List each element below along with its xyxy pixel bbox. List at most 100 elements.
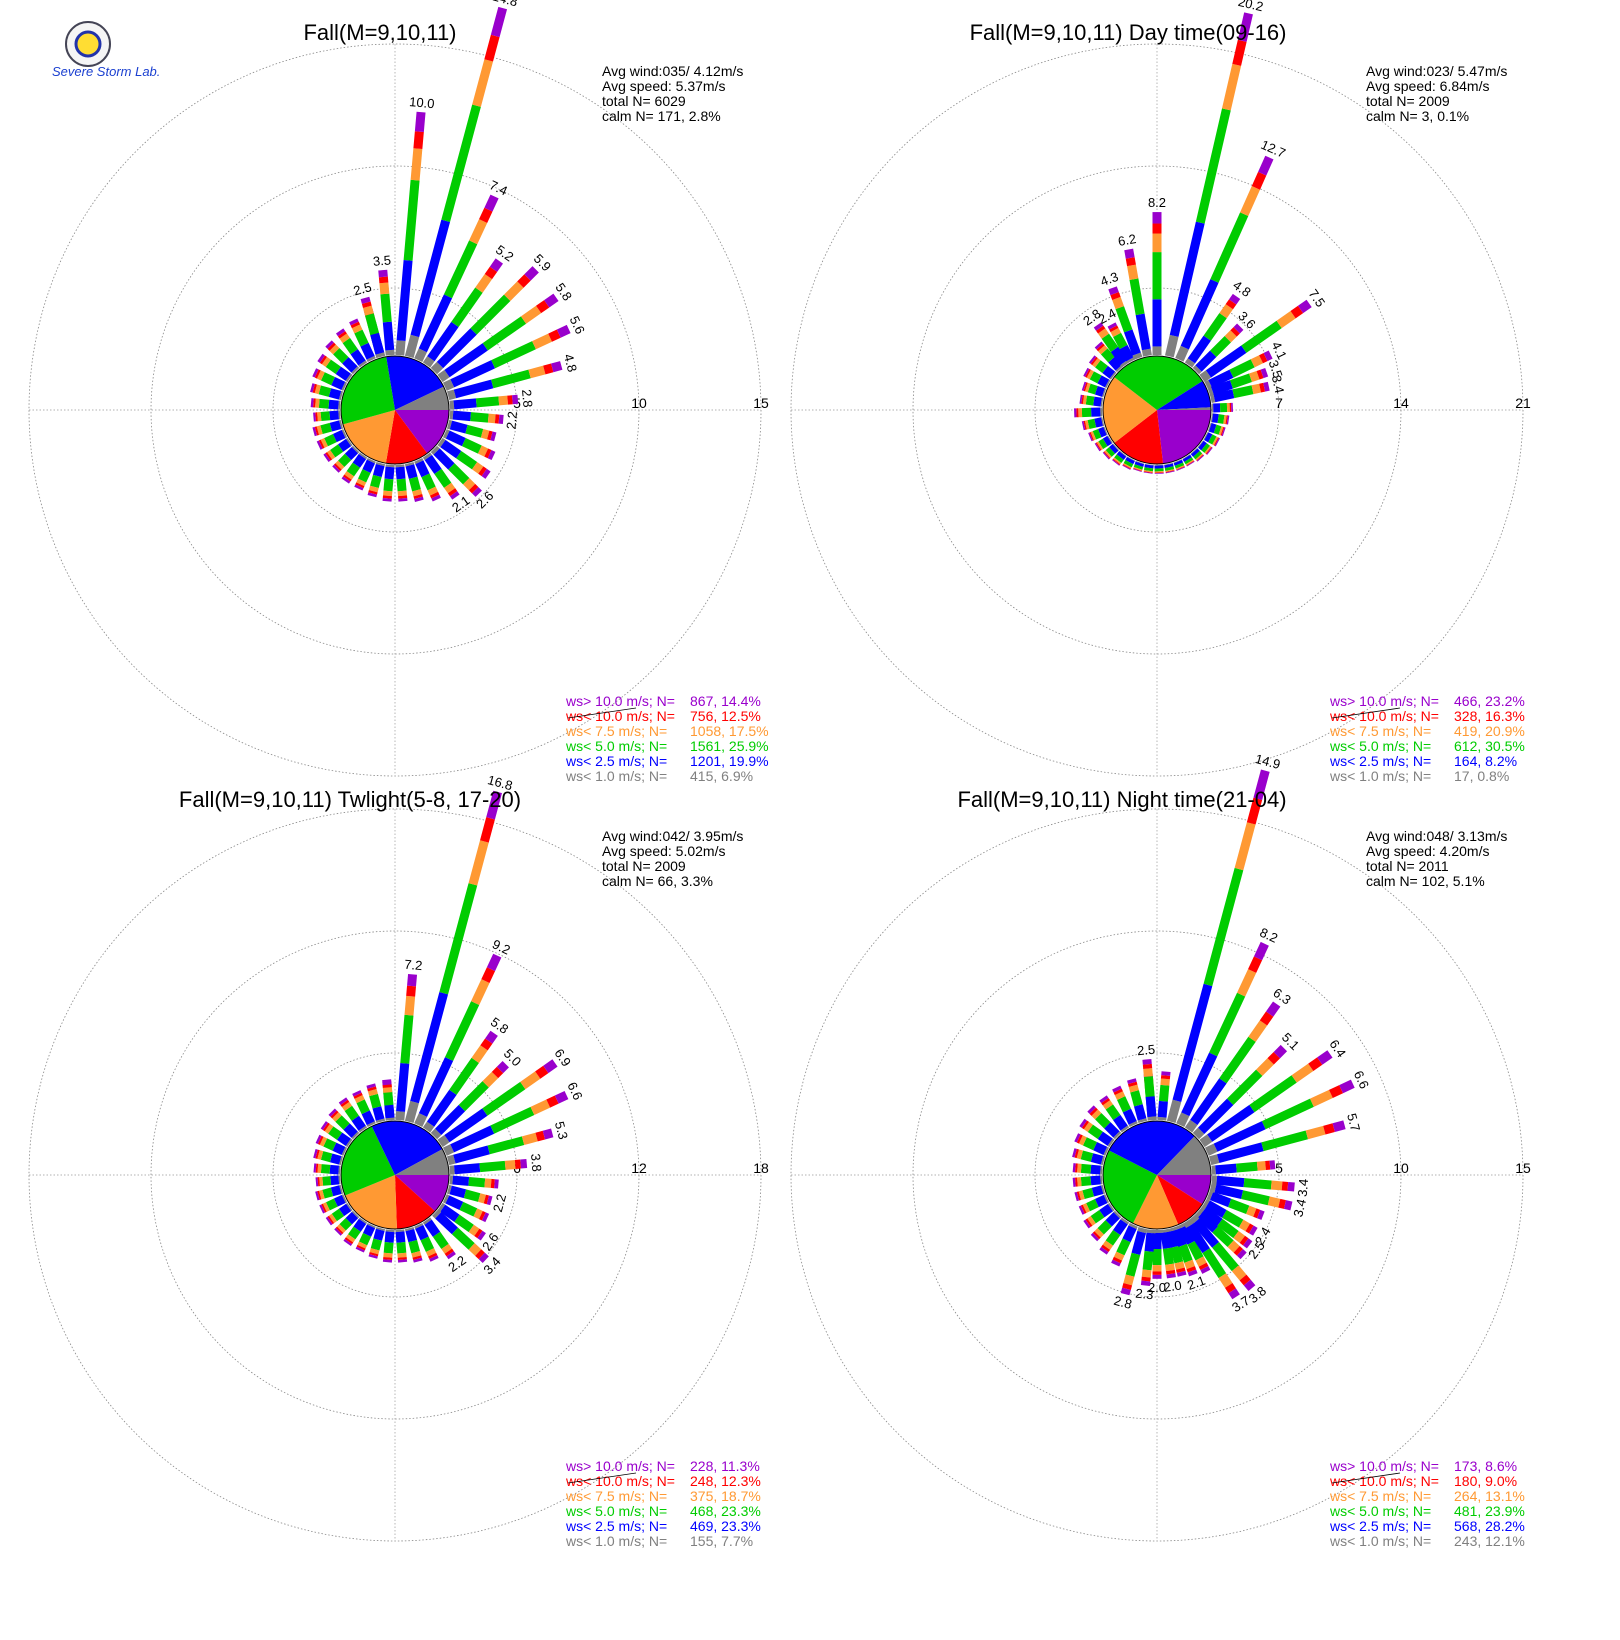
bar-segment [1244,1178,1272,1189]
direction-bar [313,1163,340,1174]
direction-bar [383,1229,395,1262]
bar-total-label: 5.3 [552,1120,571,1141]
legend-value: 867, 14.4% [690,693,761,709]
direction-bar-labeled [1153,212,1162,355]
bar-segment [490,1107,534,1134]
bar-segment [1143,1064,1152,1069]
bar-segment [484,1178,491,1188]
bar-segment [528,366,545,379]
bar-segment [1134,1104,1146,1120]
legend-value: 17, 0.8% [1454,768,1509,784]
bar-segment [395,1231,405,1242]
direction-bar-labeled [405,791,502,1123]
bar-segment [396,467,406,480]
legend-label: ws< 2.5 m/s; N= [565,753,667,769]
stats-block: Avg wind:035/ 4.12m/sAvg speed: 5.37m/st… [602,63,743,124]
direction-bar [1133,461,1144,472]
bar-segment [407,974,417,986]
bar-segment [1100,407,1102,416]
bar-segment [1081,1164,1091,1174]
direction-bar [1144,464,1154,474]
bar-segment [1211,1165,1216,1174]
bar-segment [462,438,482,454]
bar-segment [396,1242,406,1253]
bar-segment [1236,1162,1258,1173]
direction-bar [316,1175,341,1186]
legend-value: 568, 28.2% [1454,1518,1525,1534]
bar-segment [319,399,329,409]
bar-segment [1209,993,1245,1057]
bar-segment [379,277,388,284]
bar-total-label: 2.3 [1135,1286,1155,1303]
legend-label: ws< 2.5 m/s; N= [1329,753,1431,769]
bar-segment [380,294,391,323]
ring-tick-label: 15 [753,395,769,411]
bar-total-label: 3.4 [1290,1197,1309,1218]
bar-segment [1142,1059,1151,1065]
legend-value: 466, 23.2% [1454,693,1525,709]
bar-segment [413,131,423,149]
bar-segment [369,1094,381,1109]
direction-bar [1212,403,1233,413]
bar-segment [1078,408,1082,417]
bar-segment [1306,1126,1326,1139]
bar-segment [1210,212,1248,282]
bar-segment [520,1159,527,1169]
bar-segment [383,491,392,497]
legend-label: ws< 1.0 m/s; N= [1329,1533,1431,1549]
bar-segment [453,411,471,422]
bar-segment [1147,1116,1156,1120]
bar-segment [321,411,331,421]
bar-segment [1262,1099,1314,1130]
bar-segment [1144,1233,1155,1252]
bar-segment [1261,1131,1308,1152]
bar-segment [405,464,417,479]
legend-label: ws< 2.5 m/s; N= [1329,1518,1431,1534]
bar-total-label: 7.2 [404,957,423,974]
bar-segment [330,1175,339,1185]
logo-text: Severe Storm Lab. [52,64,160,79]
bar-segment [1310,1090,1333,1107]
bar-total-label: 3.8 [528,1153,545,1172]
bar-segment [383,1253,392,1258]
bar-segment [383,1092,393,1105]
bar-segment [488,414,496,424]
legend-label: ws> 10.0 m/s; N= [565,1458,675,1474]
bar-segment [1265,1161,1270,1170]
bar-segment [373,464,385,477]
bar-segment [1091,407,1101,416]
stat-calm: calm N= 171, 2.8% [602,108,721,124]
bar-total-label: 2.5 [352,279,373,298]
bar-segment [1268,1196,1281,1207]
bar-segment [472,59,493,107]
legend-value: 264, 13.1% [1454,1488,1525,1504]
bar-total-label: 14.8 [491,0,519,9]
bar-segment [1077,1177,1082,1186]
stats-block: Avg wind:023/ 5.47m/sAvg speed: 6.84m/st… [1366,63,1507,124]
bar-segment [450,421,468,434]
bar-segment [370,475,382,488]
bar-segment [409,477,421,492]
bar-segment [450,1186,467,1199]
bar-segment [1141,1281,1150,1286]
bar-total-label: 4.3 [1098,269,1120,289]
legend-label: ws< 5.0 m/s; N= [1329,738,1431,754]
bar-total-label: 3.5 [372,252,391,269]
bar-segment [322,1176,331,1186]
bar-segment [484,35,499,62]
bar-segment [1271,1181,1283,1191]
bar-segment [397,1253,406,1258]
legend-value: 612, 30.5% [1454,738,1525,754]
bar-segment [1076,408,1078,417]
stat-avg-wind: Avg wind:035/ 4.12m/s [602,63,743,79]
bar-segment [1228,1199,1249,1214]
bar-segment [1153,234,1162,253]
direction-bar [1157,1071,1170,1120]
bar-segment [505,1160,516,1170]
direction-bar [1073,1163,1103,1175]
bar-segment [1130,278,1145,315]
stat-calm: calm N= 102, 5.1% [1366,873,1485,889]
wind-rose-canvas: Severe Storm Lab.510152.53.510.014.87.45… [0,0,1620,1640]
speed-legend: ws> 10.0 m/s; N= 466, 23.2%ws< 10.0 m/s;… [1329,693,1525,784]
bar-segment [405,1229,417,1242]
